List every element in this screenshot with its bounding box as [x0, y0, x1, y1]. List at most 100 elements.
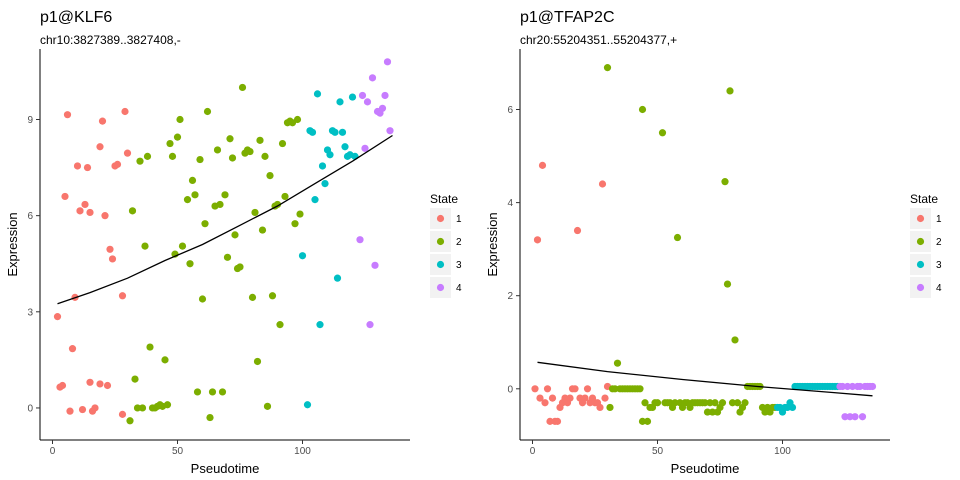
- x-tick-label: 50: [652, 446, 664, 457]
- data-point-state-2: [163, 401, 172, 409]
- data-point-state-4: [838, 382, 847, 391]
- data-point-state-3: [321, 180, 329, 188]
- data-point-state-2: [161, 356, 169, 364]
- data-point-state-2: [703, 408, 712, 416]
- data-point-state-2: [276, 321, 284, 329]
- data-point-state-4: [856, 382, 864, 391]
- data-point-state-1: [546, 417, 554, 425]
- data-point-state-2: [236, 263, 244, 271]
- x-tick-label: 0: [530, 446, 536, 457]
- data-point-state-2: [191, 191, 199, 199]
- data-point-state-2: [248, 293, 257, 301]
- data-point-state-2: [201, 220, 209, 228]
- x-tick-label: 0: [50, 446, 56, 457]
- data-point-state-4: [358, 91, 367, 100]
- data-point-state-1: [108, 255, 117, 263]
- data-point-state-2: [603, 64, 612, 72]
- data-point-state-2: [238, 83, 247, 92]
- data-point-state-1: [536, 394, 544, 402]
- legend-label-2: 2: [936, 237, 942, 248]
- data-point-state-2: [731, 336, 739, 344]
- data-point-state-4: [383, 58, 392, 66]
- data-point-state-3: [318, 162, 327, 170]
- data-point-state-4: [356, 236, 364, 244]
- legend-label-3: 3: [456, 260, 462, 271]
- data-point-state-1: [86, 208, 94, 217]
- data-point-state-2: [291, 220, 299, 228]
- legend-title: State: [430, 192, 458, 206]
- data-point-state-2: [296, 210, 304, 218]
- y-axis-title: Expression: [5, 212, 20, 276]
- data-point-state-1: [553, 417, 562, 425]
- data-point-state-1: [73, 162, 82, 170]
- data-point-state-3: [788, 403, 797, 412]
- data-point-state-2: [606, 403, 614, 412]
- chart-title: p1@KLF6: [40, 9, 112, 26]
- data-point-state-2: [226, 135, 234, 143]
- data-point-state-2: [643, 417, 652, 425]
- data-point-state-2: [263, 402, 272, 410]
- data-point-state-1: [531, 385, 539, 393]
- data-point-state-2: [216, 200, 224, 209]
- data-point-state-3: [331, 128, 339, 136]
- data-point-state-3: [308, 128, 317, 136]
- data-point-state-2: [136, 157, 144, 165]
- data-point-state-2: [268, 292, 277, 300]
- legend-key-1: [436, 214, 445, 223]
- legend-label-4: 4: [456, 283, 462, 294]
- y-tick-label: 6: [507, 105, 513, 116]
- data-point-state-1: [83, 163, 92, 172]
- data-point-state-1: [96, 143, 104, 151]
- data-point-state-1: [573, 226, 582, 235]
- data-point-state-2: [708, 408, 717, 416]
- data-point-state-2: [208, 388, 217, 396]
- x-tick-label: 100: [294, 446, 311, 457]
- data-point-state-3: [298, 252, 307, 260]
- data-point-state-2: [278, 139, 287, 148]
- chart-subtitle: chr20:55204351..55204377,+: [520, 33, 677, 47]
- y-tick-label: 3: [27, 307, 33, 318]
- legend: State 1 2 3 4: [430, 192, 462, 298]
- data-point-state-1: [103, 381, 112, 390]
- data-point-state-1: [581, 394, 589, 402]
- data-point-state-2: [133, 404, 142, 412]
- data-point-state-2: [733, 399, 742, 407]
- data-point-state-1: [541, 399, 549, 407]
- data-point-state-2: [711, 399, 719, 407]
- data-point-state-2: [143, 152, 152, 160]
- legend: State 1 2 3 4: [910, 192, 942, 298]
- data-point-state-1: [68, 345, 77, 353]
- data-point-state-2: [198, 295, 207, 303]
- trend-line: [57, 134, 393, 305]
- data-point-state-2: [246, 147, 254, 156]
- legend-key-2: [436, 237, 445, 246]
- data-point-state-4: [851, 413, 859, 421]
- chart-title: p1@TFAP2C: [520, 9, 615, 26]
- data-point-state-1: [538, 161, 547, 169]
- legend-key-3: [916, 260, 925, 269]
- data-point-state-1: [566, 394, 574, 402]
- data-point-state-2: [131, 375, 139, 383]
- data-point-state-2: [178, 242, 187, 250]
- data-point-state-1: [548, 394, 557, 402]
- data-point-state-1: [98, 117, 107, 125]
- data-point-state-2: [256, 136, 264, 144]
- data-point-state-4: [361, 144, 369, 152]
- data-point-state-1: [66, 407, 74, 415]
- data-point-state-2: [261, 152, 269, 160]
- data-point-state-1: [53, 313, 62, 321]
- data-point-state-1: [96, 380, 104, 388]
- data-point-state-4: [368, 74, 377, 82]
- data-point-state-2: [718, 399, 727, 407]
- data-point-state-2: [168, 152, 177, 160]
- data-point-state-2: [658, 129, 667, 137]
- data-point-state-1: [106, 245, 114, 253]
- data-point-state-1: [63, 111, 72, 119]
- data-point-state-1: [81, 200, 89, 209]
- legend-label-2: 2: [456, 237, 462, 248]
- data-point-state-2: [128, 207, 137, 215]
- y-axis-title: Expression: [485, 212, 500, 276]
- data-point-state-1: [543, 385, 552, 393]
